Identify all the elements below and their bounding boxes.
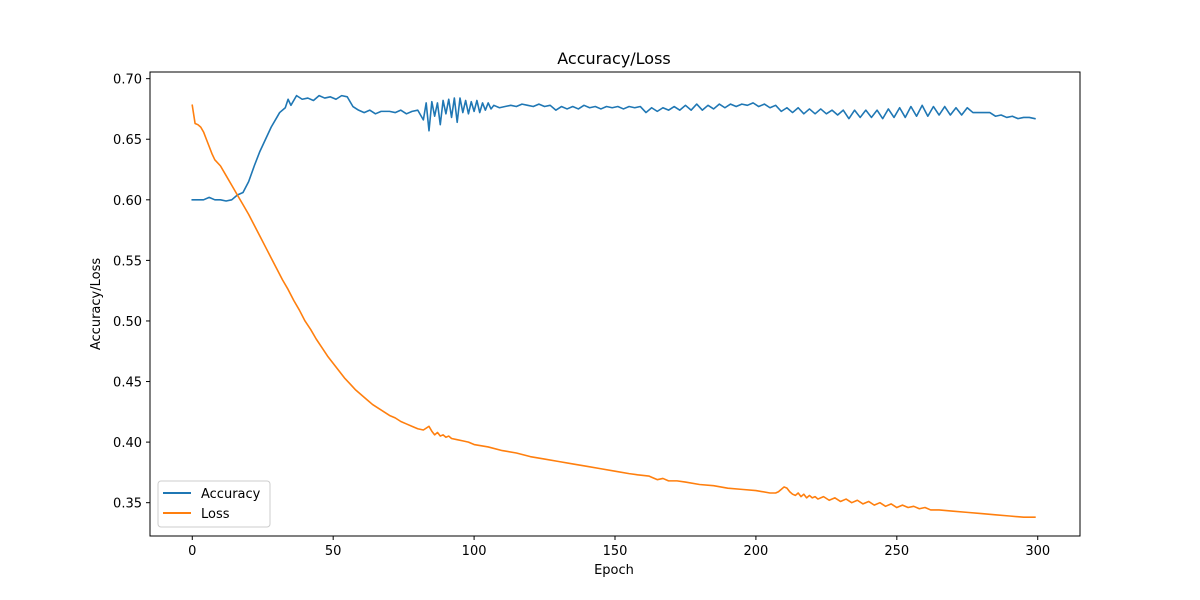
legend: Accuracy Loss: [157, 480, 271, 528]
x-axis-title: Epoch: [594, 563, 634, 578]
chart-title: Accuracy/Loss: [557, 49, 671, 68]
y-tick-label: 0.45: [113, 376, 142, 391]
x-tick-label: 50: [325, 544, 342, 559]
legend-label-accuracy: Accuracy: [201, 487, 261, 502]
x-tick-label: 0: [188, 544, 196, 559]
y-tick-label: 0.60: [113, 194, 142, 209]
series-line-accuracy: [191, 94, 1036, 202]
y-tick-label: 0.50: [113, 315, 142, 330]
plot-area: 0 50 100 150 200 250 300 0.35 0.40 0.45 0.50 0.55 0.…: [113, 71, 1081, 559]
y-tick-label: 0.65: [113, 133, 142, 148]
y-tick-label: 0.40: [113, 436, 142, 451]
x-tick-label: 300: [1025, 544, 1050, 559]
y-tick-label: 0.55: [113, 254, 142, 269]
y-axis-title: Accuracy/Loss: [89, 258, 104, 350]
series-line-loss: [191, 104, 1036, 519]
x-tick-label: 250: [884, 544, 909, 559]
x-tick-label: 200: [743, 544, 768, 559]
legend-label-loss: Loss: [201, 507, 230, 522]
x-tick-label: 150: [603, 544, 628, 559]
y-tick-label: 0.35: [113, 497, 142, 512]
y-tick-label: 0.70: [113, 73, 142, 88]
x-tick-label: 100: [462, 544, 487, 559]
